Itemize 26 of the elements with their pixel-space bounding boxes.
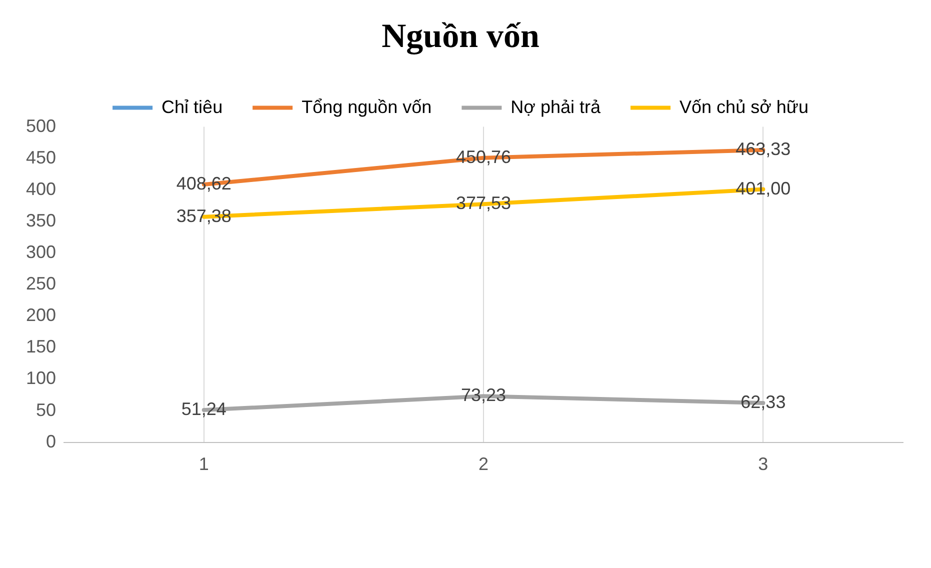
y-tick-label: 500 [26,116,56,136]
data-label: 51,24 [181,399,226,420]
y-tick-label: 100 [26,368,56,388]
x-tick-label: 1 [198,454,209,474]
legend-label: Nợ phải trả [510,96,602,117]
data-label: 357,38 [176,206,232,226]
legend-label: Chỉ tiêu [162,96,223,117]
y-tick-label: 350 [26,210,56,230]
data-label: 62,33 [740,392,786,412]
y-tick-label: 50 [36,400,56,420]
legend-label: Vốn chủ sở hữu [680,96,808,117]
y-tick-label: 300 [26,242,56,262]
x-tick-label: 3 [758,454,768,474]
y-tick-label: 200 [26,305,56,326]
chart-title: Nguồn vốn [382,18,540,56]
y-tick-label: 250 [26,274,56,294]
y-tick-label: 150 [26,336,56,357]
data-label: 408,62 [176,173,232,194]
x-tick-label: 2 [478,454,489,474]
y-tick-label: 0 [46,431,56,452]
data-label: 463,33 [736,138,791,159]
y-tick-label: 450 [26,147,56,168]
legend-label: Tổng nguồn vốn [302,96,432,117]
y-tick-label: 400 [26,178,56,199]
data-label: 73,23 [460,385,506,406]
data-label: 401,00 [736,178,791,198]
